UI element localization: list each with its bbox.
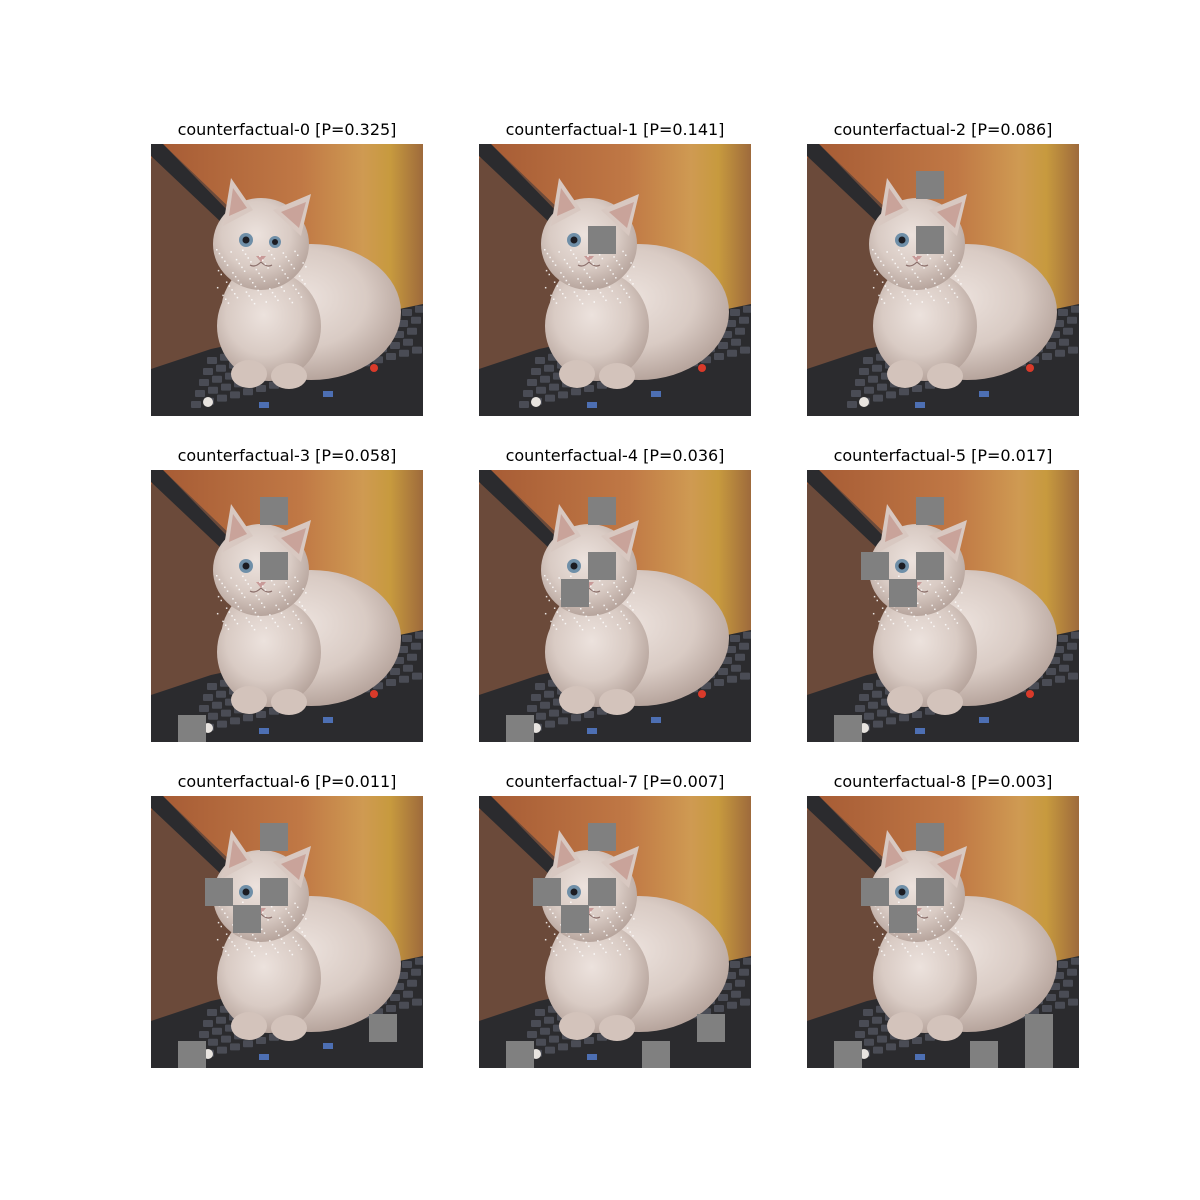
counterfactual-panel (479, 144, 751, 416)
occlusion-patch (888, 904, 917, 933)
panel-title: counterfactual-7 [P=0.007] (505, 772, 725, 791)
occlusion-patch (259, 877, 288, 906)
occlusion-patch (696, 1013, 725, 1042)
occlusion-patch (368, 1013, 397, 1042)
occlusion-patch (533, 877, 562, 906)
panel-title: counterfactual-2 [P=0.086] (833, 120, 1053, 139)
occlusion-patch (259, 823, 288, 852)
panel-title: counterfactual-0 [P=0.325] (177, 120, 397, 139)
occlusion-patch (915, 823, 944, 852)
panel-title: counterfactual-5 [P=0.017] (833, 446, 1053, 465)
occlusion-patch (915, 171, 944, 200)
occlusion-patch (506, 714, 535, 742)
occlusion-patch (178, 1040, 207, 1068)
occlusion-patch (587, 497, 616, 526)
occlusion-patch (506, 1040, 535, 1068)
counterfactual-panel (151, 470, 423, 742)
kitten-photo (807, 144, 1079, 416)
occlusion-patch (861, 551, 890, 580)
occlusion-patch (834, 1040, 863, 1068)
occlusion-patch (560, 578, 589, 607)
occlusion-patch (1024, 1040, 1053, 1068)
occlusion-patch (587, 823, 616, 852)
kitten-photo (479, 144, 751, 416)
kitten-photo (807, 470, 1079, 742)
occlusion-patch (560, 904, 589, 933)
kitten-photo (151, 144, 423, 416)
occlusion-patch (888, 578, 917, 607)
counterfactual-panel (151, 144, 423, 416)
occlusion-patch (915, 551, 944, 580)
occlusion-patch (861, 877, 890, 906)
occlusion-patch (642, 1040, 671, 1068)
panel-title: counterfactual-8 [P=0.003] (833, 772, 1053, 791)
counterfactual-panel (807, 144, 1079, 416)
counterfactual-panel (479, 796, 751, 1068)
panel-title: counterfactual-1 [P=0.141] (505, 120, 725, 139)
occlusion-patch (834, 714, 863, 742)
occlusion-patch (587, 225, 616, 254)
counterfactual-panel (151, 796, 423, 1068)
occlusion-patch (915, 877, 944, 906)
panel-title: counterfactual-6 [P=0.011] (177, 772, 397, 791)
counterfactual-panel (479, 470, 751, 742)
occlusion-patch (259, 497, 288, 526)
occlusion-patch (587, 877, 616, 906)
panel-title: counterfactual-3 [P=0.058] (177, 446, 397, 465)
occlusion-patch (970, 1040, 999, 1068)
occlusion-patch (915, 497, 944, 526)
occlusion-patch (1024, 1013, 1053, 1042)
occlusion-patch (587, 551, 616, 580)
kitten-photo (479, 796, 751, 1068)
occlusion-patch (259, 551, 288, 580)
occlusion-patch (915, 225, 944, 254)
counterfactual-panel (807, 796, 1079, 1068)
occlusion-patch (205, 877, 234, 906)
occlusion-patch (232, 904, 261, 933)
occlusion-patch (178, 714, 207, 742)
panel-title: counterfactual-4 [P=0.036] (505, 446, 725, 465)
counterfactual-panel (807, 470, 1079, 742)
